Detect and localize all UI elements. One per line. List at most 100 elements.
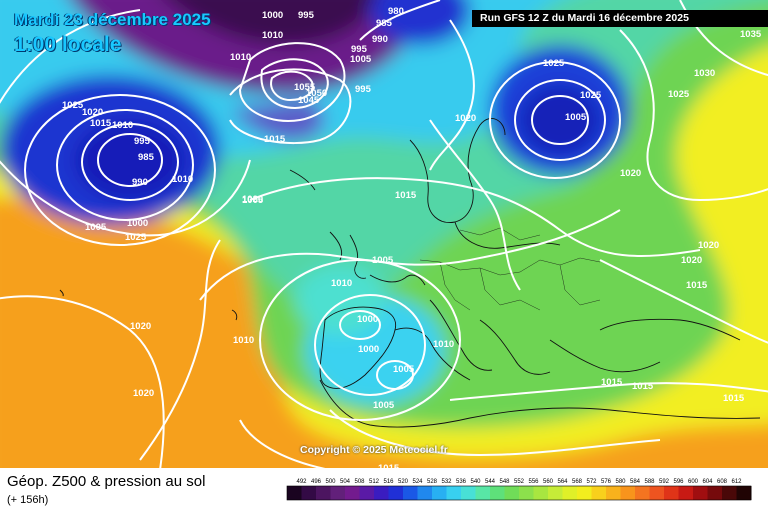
legend-tick-label: 564 <box>557 479 568 485</box>
pressure-label: 980 <box>388 6 404 17</box>
pressure-label: 1000 <box>127 218 148 229</box>
legend-tick-label: 544 <box>485 479 496 485</box>
legend-tick-label: 568 <box>572 479 583 485</box>
legend-tick-label: 608 <box>717 479 728 485</box>
legend-swatch <box>417 486 433 500</box>
legend-tick-label: 584 <box>630 479 641 485</box>
legend-swatch <box>345 486 360 500</box>
legend-tick-label: 580 <box>615 479 626 485</box>
legend-swatch <box>446 486 462 500</box>
legend-tick-label: 600 <box>688 479 699 485</box>
pressure-label: 1030 <box>694 68 715 79</box>
pressure-label: 1010 <box>112 120 133 131</box>
legend-swatch <box>359 486 375 500</box>
pressure-label: 1020 <box>620 168 641 179</box>
pressure-label: 1005 <box>565 112 587 123</box>
legend-swatch <box>287 486 302 500</box>
pressure-label: 1005 <box>373 400 395 411</box>
pressure-label: 1015 <box>686 280 708 291</box>
pressure-label: 1020 <box>130 321 151 332</box>
pressure-label: 1025 <box>580 90 602 101</box>
legend-tick-label: 516 <box>383 479 394 485</box>
pressure-label: 995 <box>134 136 151 147</box>
legend-swatch <box>504 486 520 500</box>
legend-tick-label: 520 <box>398 479 409 485</box>
legend-swatch <box>475 486 491 500</box>
pressure-label: 1035 <box>740 29 762 40</box>
pressure-label: 1015 <box>723 393 745 404</box>
copyright: Copyright © 2025 Meteociel.fr <box>300 444 448 456</box>
legend-swatch <box>591 486 607 500</box>
legend-swatch <box>649 486 665 500</box>
pressure-label: 1010 <box>331 278 352 289</box>
pressure-label: 995 <box>355 84 372 95</box>
legend-swatch <box>678 486 694 500</box>
pressure-label: 1025 <box>125 232 147 243</box>
pressure-label: 1010 <box>172 174 193 185</box>
legend-tick-label: 500 <box>325 479 336 485</box>
pressure-label: 1020 <box>698 240 719 251</box>
forecast-date: Mardi 23 décembre 2025 <box>14 10 211 29</box>
pressure-label: 1050 <box>306 88 327 99</box>
legend-swatch <box>403 486 418 500</box>
pressure-label: 1010 <box>233 335 254 346</box>
pressure-label: 1000 <box>357 314 378 325</box>
legend-tick-label: 572 <box>586 479 597 485</box>
legend-tick-label: 556 <box>528 479 539 485</box>
pressure-label: 1005 <box>393 364 415 375</box>
legend-tick-label: 604 <box>702 479 713 485</box>
legend-tick-label: 592 <box>659 479 670 485</box>
legend-swatch <box>374 486 389 500</box>
pressure-label: 1025 <box>543 58 565 69</box>
legend-swatch <box>533 486 549 500</box>
pressure-label: 1005 <box>85 222 107 233</box>
pressure-label: 1025 <box>62 100 84 111</box>
weather-map: 1000 1010 995 980 985 990 1010 995 1005 1055 1050 1… <box>0 0 768 468</box>
legend-tick-label: 536 <box>456 479 467 485</box>
legend-tick-label: 528 <box>427 479 438 485</box>
pressure-label: 1005 <box>242 195 264 206</box>
pressure-label: 1020 <box>133 388 154 399</box>
legend-tick-label: 576 <box>601 479 612 485</box>
legend-tick-label: 512 <box>369 479 380 485</box>
legend-tick-label: 548 <box>499 479 510 485</box>
legend-swatch <box>707 486 723 500</box>
pressure-label: 1005 <box>350 54 372 65</box>
pressure-label: 985 <box>138 152 155 163</box>
pressure-label: 985 <box>376 18 393 29</box>
forecast-hour: (+ 156h) <box>7 494 49 506</box>
pressure-label: 995 <box>351 44 368 55</box>
legend-tick-label: 504 <box>340 479 351 485</box>
pressure-label: 1000 <box>262 10 283 21</box>
legend-swatch <box>301 486 317 500</box>
legend-swatch <box>736 486 752 500</box>
legend-tick-label: 612 <box>731 479 742 485</box>
isobars <box>0 0 768 468</box>
legend-border <box>286 485 752 501</box>
pressure-label: 1020 <box>82 107 103 118</box>
footer: 492 496 500 504 508 512 516 520 524 528 532 536 540 5… <box>0 468 768 512</box>
legend-tick-label: 596 <box>673 479 684 485</box>
legend-swatch <box>693 486 708 500</box>
model-run-banner: Run GFS 12 Z du Mardi 16 décembre 2025 <box>472 10 768 27</box>
legend-swatch <box>606 486 621 500</box>
pressure-label: 1025 <box>668 89 690 100</box>
pressure-label: 1020 <box>242 194 263 205</box>
legend-swatch <box>664 486 679 500</box>
legend-swatch <box>519 486 534 500</box>
pressure-label: 1000 <box>358 344 379 355</box>
legend-tick-label: 540 <box>470 479 481 485</box>
pressure-label: 1015 <box>395 190 417 201</box>
legend-swatch <box>490 486 505 500</box>
pressure-label: 1015 <box>378 463 400 468</box>
legend-swatch <box>722 486 737 500</box>
color-scale-legend: 492 496 500 504 508 512 516 520 524 528 532 536 540 5… <box>286 479 752 501</box>
pressure-label: 990 <box>132 177 148 188</box>
legend-tick-label: 588 <box>644 479 655 485</box>
borders <box>419 227 601 311</box>
pressure-label: 1055 <box>294 82 316 93</box>
pressure-label: 1015 <box>90 118 112 129</box>
pressure-label: 1005 <box>372 255 394 266</box>
legend-swatch <box>562 486 578 500</box>
